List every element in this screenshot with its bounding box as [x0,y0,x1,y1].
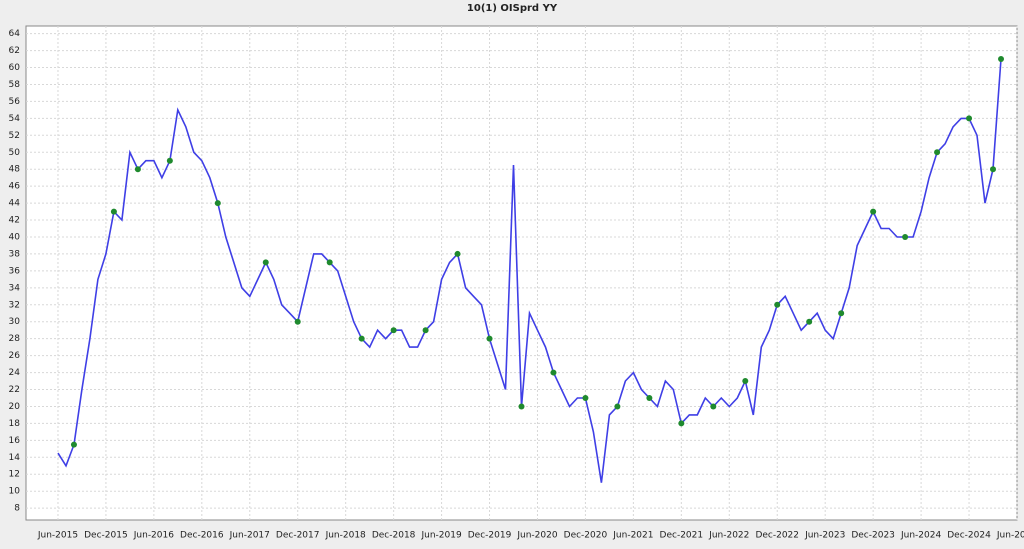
data-point [870,208,877,215]
y-tick-label: 46 [9,182,21,192]
data-point [294,318,301,325]
y-tick-label: 36 [9,266,21,276]
x-tick-label: Dec-2022 [755,531,799,541]
x-tick-label: Jun-2022 [708,531,749,541]
y-tick-label: 34 [9,283,21,293]
data-point [614,403,621,410]
x-tick-label: Jun-2016 [133,531,174,541]
y-tick-label: 24 [9,368,21,378]
data-point [326,259,333,266]
data-point [774,301,781,308]
data-point [990,166,997,173]
data-point [134,166,141,173]
x-tick-label: Jun-2015 [37,531,78,541]
data-point [486,335,493,342]
y-tick-label: 44 [9,199,21,209]
data-point [838,310,845,317]
x-tick-label: Dec-2017 [276,531,320,541]
y-tick-label: 26 [9,351,21,361]
x-tick-label: Dec-2018 [372,531,416,541]
data-point [390,327,397,334]
y-tick-label: 22 [9,385,20,395]
y-tick-label: 28 [9,334,21,344]
chart-title: 10(1) OISprd YY [467,3,558,14]
y-tick-label: 16 [9,436,21,446]
y-tick-label: 8 [14,504,20,514]
y-tick-label: 18 [9,419,21,429]
data-point [998,56,1005,63]
data-point [358,335,365,342]
x-tick-label: Jun-2024 [900,531,941,541]
data-point [710,403,717,410]
x-tick-label: Dec-2015 [84,531,128,541]
y-tick-label: 54 [9,114,21,124]
x-tick-label: Dec-2019 [468,531,512,541]
data-point [518,403,525,410]
x-tick-label: Dec-2016 [180,531,224,541]
data-point [454,250,461,257]
data-point [646,394,653,401]
x-tick-label: Dec-2021 [660,531,704,541]
x-tick-label: Jun-2025 [996,531,1024,541]
data-point [902,233,909,240]
y-tick-label: 62 [9,46,20,56]
y-tick-label: 56 [9,97,21,107]
data-point [214,200,221,207]
y-tick-label: 58 [9,80,21,90]
x-tick-label: Jun-2021 [612,531,653,541]
y-tick-label: 12 [9,470,20,480]
y-tick-label: 30 [9,317,21,327]
data-point [262,259,269,266]
plot-area [25,25,1018,521]
data-point [166,157,173,164]
y-tick-label: 14 [9,453,21,463]
data-point [966,115,973,122]
x-tick-label: Jun-2018 [325,531,366,541]
y-tick-label: 48 [9,165,21,175]
data-point [582,394,589,401]
data-point [550,369,557,376]
x-tick-label: Jun-2020 [516,531,557,541]
y-tick-label: 10 [9,487,21,497]
data-point [934,149,941,156]
y-tick-label: 32 [9,300,20,310]
x-tick-label: Dec-2024 [947,531,991,541]
data-point [70,441,77,448]
y-tick-label: 52 [9,131,20,141]
y-tick-label: 20 [9,402,21,412]
x-tick-label: Jun-2019 [420,531,461,541]
data-point [110,208,117,215]
x-tick-label: Dec-2023 [851,531,895,541]
y-tick-label: 50 [9,148,21,158]
y-tick-label: 42 [9,216,20,226]
y-tick-label: 64 [9,29,21,39]
data-line [57,58,1002,483]
y-tick-label: 60 [9,63,21,73]
data-point [806,318,813,325]
x-tick-label: Dec-2020 [564,531,608,541]
data-point [422,327,429,334]
data-point [742,378,749,385]
y-tick-label: 38 [9,249,21,259]
x-tick-label: Jun-2017 [229,531,270,541]
y-tick-label: 40 [9,232,21,242]
x-tick-label: Jun-2023 [804,531,845,541]
data-point [678,420,685,427]
